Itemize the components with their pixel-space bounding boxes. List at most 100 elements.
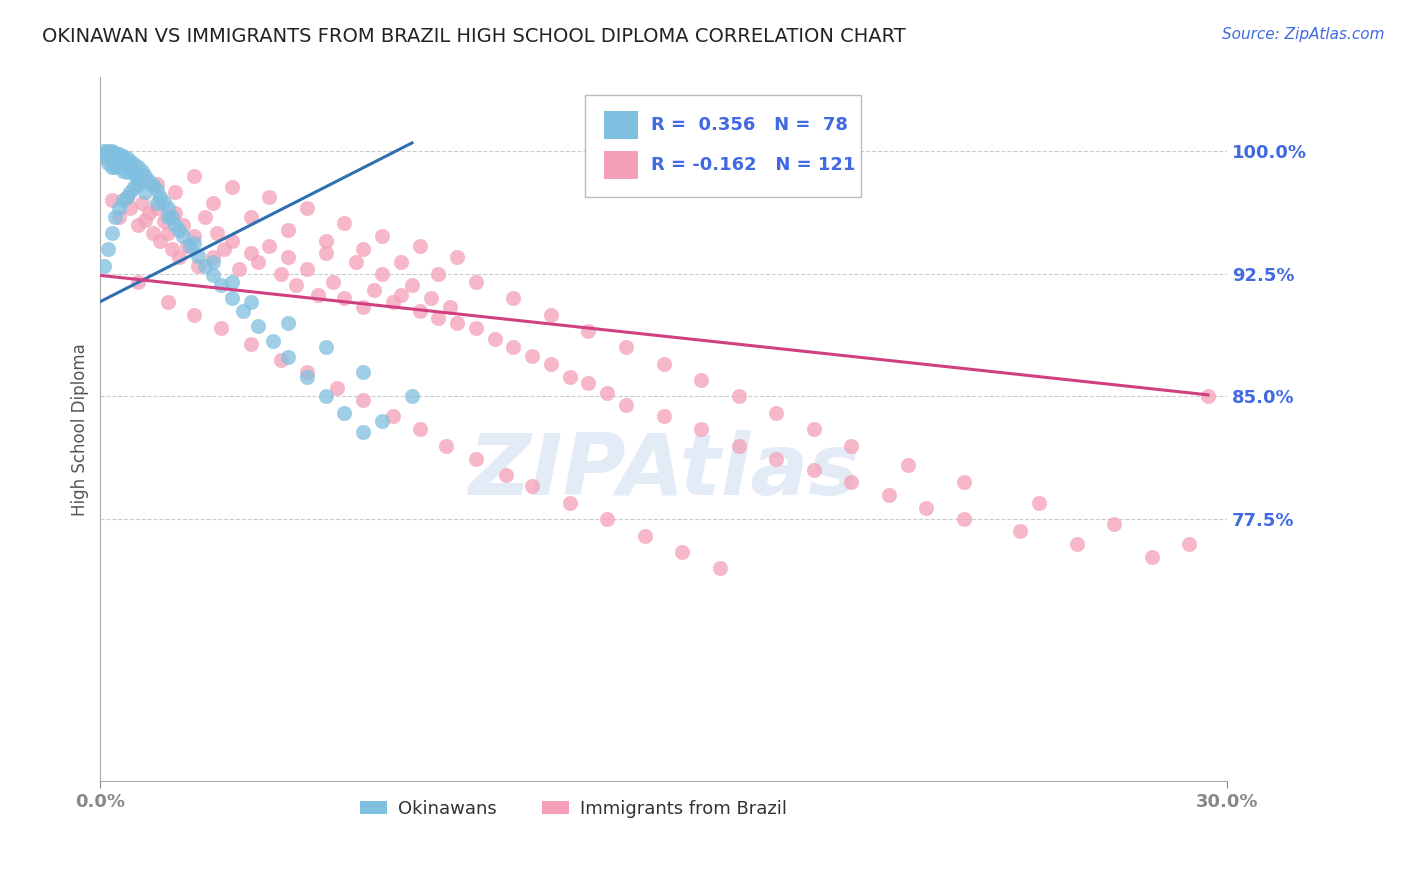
Point <box>179 239 201 253</box>
Point <box>120 202 142 216</box>
Point <box>104 161 127 175</box>
Point <box>120 161 142 175</box>
Point <box>419 291 441 305</box>
Point <box>596 512 619 526</box>
Point <box>127 218 149 232</box>
Point <box>104 151 127 165</box>
Point <box>953 475 976 489</box>
Point <box>897 458 920 473</box>
Point <box>156 226 179 240</box>
Point <box>201 268 224 283</box>
Point <box>127 172 149 186</box>
Point <box>652 409 675 424</box>
Point <box>100 226 122 240</box>
Point <box>1197 389 1219 403</box>
Point <box>108 147 131 161</box>
Point <box>97 144 120 158</box>
Point <box>352 242 374 256</box>
Point <box>108 159 131 173</box>
Point <box>156 210 179 224</box>
Point <box>160 242 183 256</box>
Point <box>239 337 262 351</box>
Point <box>165 185 187 199</box>
Point <box>614 398 637 412</box>
Point <box>520 349 543 363</box>
Point <box>138 173 160 187</box>
Point <box>284 278 307 293</box>
Point <box>502 291 524 305</box>
Point <box>262 334 284 348</box>
Point <box>122 167 145 181</box>
Point <box>194 259 217 273</box>
Point <box>115 190 138 204</box>
Point <box>464 275 486 289</box>
Point <box>389 288 412 302</box>
Point <box>228 261 250 276</box>
Point <box>690 373 713 387</box>
Point <box>371 414 394 428</box>
Point <box>382 409 405 424</box>
Point <box>100 151 122 165</box>
Point <box>1178 537 1201 551</box>
Point <box>277 316 299 330</box>
Point <box>104 145 127 160</box>
Point <box>803 463 825 477</box>
Point <box>97 242 120 256</box>
Point <box>167 222 190 236</box>
Point <box>209 278 232 293</box>
Point <box>277 222 299 236</box>
Point <box>315 234 337 248</box>
Point <box>634 528 657 542</box>
Point <box>221 234 243 248</box>
Point <box>540 357 562 371</box>
Point <box>1102 517 1125 532</box>
Point <box>97 149 120 163</box>
Point <box>344 255 367 269</box>
Point <box>108 153 131 167</box>
Point <box>315 340 337 354</box>
Point <box>167 251 190 265</box>
Point <box>322 275 344 289</box>
Point <box>277 251 299 265</box>
Point <box>111 193 134 207</box>
Point <box>578 376 600 391</box>
Point <box>221 275 243 289</box>
Point <box>690 422 713 436</box>
Point <box>111 155 134 169</box>
Point <box>839 475 862 489</box>
Point <box>315 245 337 260</box>
Point <box>183 169 205 183</box>
Point <box>915 500 938 515</box>
Point <box>122 157 145 171</box>
Point <box>214 242 236 256</box>
Point <box>111 163 134 178</box>
Point <box>520 479 543 493</box>
Point <box>326 381 349 395</box>
Point <box>427 310 450 325</box>
Point <box>115 151 138 165</box>
Point <box>652 357 675 371</box>
Point <box>389 255 412 269</box>
Point <box>315 389 337 403</box>
FancyBboxPatch shape <box>603 112 638 139</box>
Point <box>183 229 205 244</box>
Point <box>446 316 468 330</box>
Point <box>115 157 138 171</box>
FancyBboxPatch shape <box>603 152 638 179</box>
Point <box>727 439 749 453</box>
Point <box>1066 537 1088 551</box>
Point <box>270 267 292 281</box>
Point <box>165 218 187 232</box>
Point <box>127 275 149 289</box>
Point <box>877 488 900 502</box>
Point <box>93 259 115 273</box>
Text: ZIPAtlas: ZIPAtlas <box>468 430 859 513</box>
Point <box>104 155 127 169</box>
Point <box>100 144 122 158</box>
Point <box>401 278 423 293</box>
Point <box>270 353 292 368</box>
Point <box>1028 496 1050 510</box>
Point <box>115 165 138 179</box>
Point <box>259 190 281 204</box>
Point <box>120 153 142 168</box>
